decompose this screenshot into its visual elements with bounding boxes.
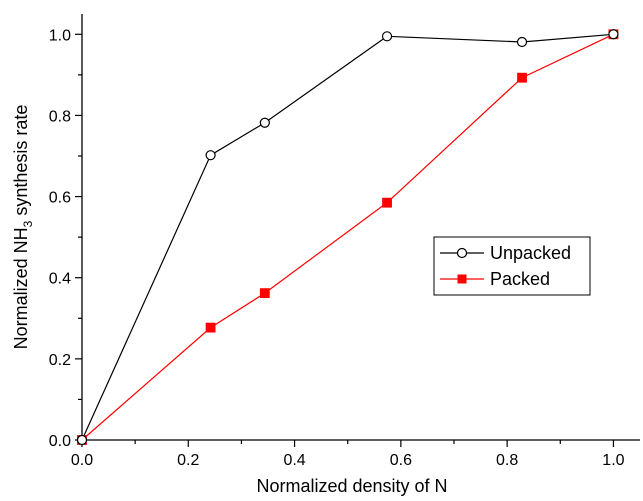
data-point-packed xyxy=(517,72,527,83)
ticks: 0.0 0.2 0.4 0.6 0.8 1.0 0.0 0.2 0.4 0.6 0.8 1.0 xyxy=(49,27,625,469)
data-point-packed xyxy=(382,197,392,208)
y-tick-label: 0.6 xyxy=(49,190,71,207)
data-point-unpacked xyxy=(205,150,216,161)
data-point-unpacked xyxy=(608,29,619,40)
axes xyxy=(81,14,640,441)
y-axis-title: Normalized NH3 synthesis rate xyxy=(11,105,35,350)
x-tick-label: 0.8 xyxy=(496,452,518,469)
x-tick-label: 0.0 xyxy=(71,452,93,469)
legend-label-packed: Packed xyxy=(490,269,550,289)
data-point-unpacked xyxy=(516,36,528,48)
data-point-packed xyxy=(259,288,270,299)
y-tick-label: 0.0 xyxy=(49,433,71,450)
x-tick-label: 0.6 xyxy=(390,452,412,469)
legend-marker-unpacked xyxy=(456,247,468,259)
legend-marker-packed xyxy=(457,274,467,284)
data-point-unpacked xyxy=(381,31,393,42)
data-point-unpacked xyxy=(259,117,270,128)
data-point-packed xyxy=(205,322,216,333)
series-line-unpacked xyxy=(81,33,614,441)
x-axis-title: Normalized density of N xyxy=(256,476,447,496)
y-axis-title-suffix: synthesis rate xyxy=(11,105,31,221)
y-tick-label: 0.2 xyxy=(49,352,71,369)
y-axis-title-prefix: Normalized NH xyxy=(11,227,31,349)
y-tick-label: 1.0 xyxy=(49,27,71,44)
legend: Unpacked Packed xyxy=(433,236,591,296)
y-axis-title-subscript: 3 xyxy=(21,220,35,227)
y-tick-label: 0.8 xyxy=(49,108,71,125)
legend-label-unpacked: Unpacked xyxy=(490,243,571,263)
series-line-packed xyxy=(81,33,614,441)
x-tick-label: 0.4 xyxy=(283,452,305,469)
y-tick-label: 0.4 xyxy=(49,271,71,288)
data-point-unpacked xyxy=(76,434,88,446)
series-layer xyxy=(76,29,619,446)
x-tick-label: 0.2 xyxy=(177,452,199,469)
x-tick-label: 1.0 xyxy=(602,452,624,469)
legend-box xyxy=(433,236,591,296)
